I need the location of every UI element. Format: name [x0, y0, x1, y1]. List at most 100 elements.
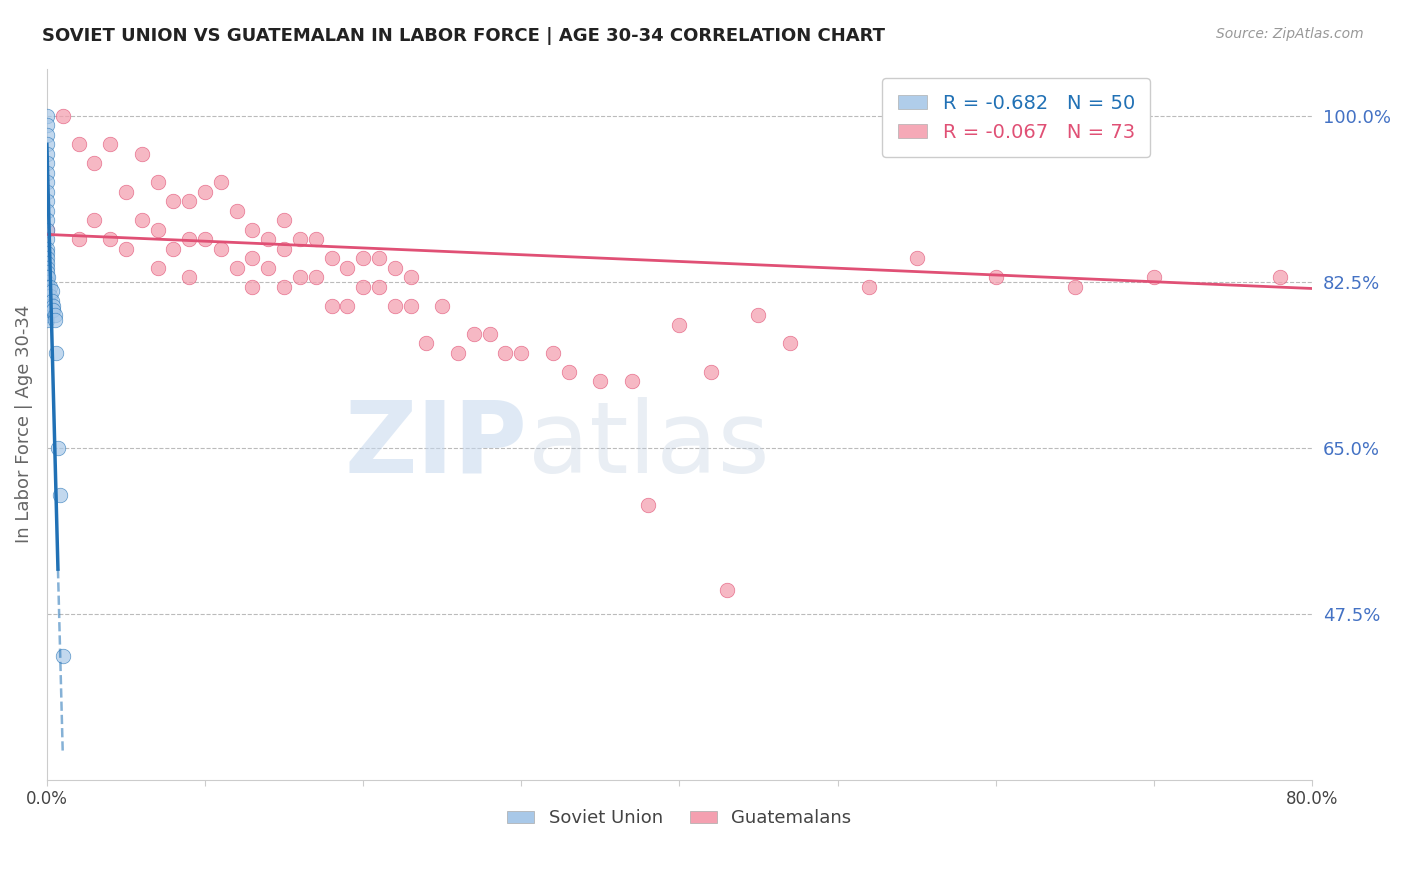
Point — [131, 213, 153, 227]
Point — [37, 299, 59, 313]
Point — [83, 156, 105, 170]
Point — [35, 251, 58, 265]
Text: ZIP: ZIP — [344, 397, 527, 494]
Point — [257, 232, 280, 246]
Point — [305, 270, 328, 285]
Point — [48, 488, 70, 502]
Point — [305, 232, 328, 246]
Point — [399, 299, 422, 313]
Point — [37, 285, 59, 299]
Point — [384, 260, 406, 275]
Point — [35, 175, 58, 189]
Point — [447, 346, 470, 360]
Point — [35, 203, 58, 218]
Point — [858, 279, 880, 293]
Point — [35, 246, 58, 260]
Point — [162, 194, 184, 209]
Legend: Soviet Union, Guatemalans: Soviet Union, Guatemalans — [501, 802, 859, 835]
Point — [35, 308, 58, 322]
Point — [35, 223, 58, 237]
Point — [288, 270, 311, 285]
Point — [52, 109, 75, 123]
Point — [35, 223, 58, 237]
Point — [273, 242, 295, 256]
Point — [52, 649, 75, 664]
Text: Source: ZipAtlas.com: Source: ZipAtlas.com — [1216, 27, 1364, 41]
Point — [162, 242, 184, 256]
Point — [557, 365, 579, 379]
Point — [179, 194, 201, 209]
Point — [35, 312, 58, 326]
Point — [242, 223, 264, 237]
Point — [39, 289, 62, 303]
Point — [494, 346, 516, 360]
Point — [179, 232, 201, 246]
Point — [35, 213, 58, 227]
Point — [747, 308, 769, 322]
Point — [42, 299, 65, 313]
Point — [35, 146, 58, 161]
Point — [98, 232, 121, 246]
Point — [510, 346, 533, 360]
Point — [35, 185, 58, 199]
Point — [115, 242, 138, 256]
Point — [35, 137, 58, 152]
Point — [45, 346, 67, 360]
Point — [67, 232, 90, 246]
Point — [37, 270, 59, 285]
Point — [131, 146, 153, 161]
Point — [39, 279, 62, 293]
Point — [35, 119, 58, 133]
Point — [620, 375, 643, 389]
Point — [35, 256, 58, 270]
Point — [463, 326, 485, 341]
Point — [37, 279, 59, 293]
Point — [368, 251, 391, 265]
Y-axis label: In Labor Force | Age 30-34: In Labor Force | Age 30-34 — [15, 305, 32, 543]
Point — [146, 260, 169, 275]
Point — [984, 270, 1007, 285]
Point — [35, 275, 58, 289]
Point — [384, 299, 406, 313]
Point — [336, 260, 359, 275]
Point — [399, 270, 422, 285]
Point — [37, 289, 59, 303]
Point — [288, 232, 311, 246]
Point — [336, 299, 359, 313]
Point — [257, 260, 280, 275]
Point — [209, 242, 232, 256]
Point — [700, 365, 723, 379]
Text: atlas: atlas — [527, 397, 769, 494]
Point — [35, 242, 58, 256]
Point — [779, 336, 801, 351]
Point — [432, 299, 454, 313]
Point — [179, 270, 201, 285]
Point — [273, 213, 295, 227]
Point — [352, 279, 374, 293]
Point — [35, 109, 58, 123]
Point — [67, 137, 90, 152]
Point — [35, 285, 58, 299]
Point — [415, 336, 437, 351]
Point — [35, 232, 58, 246]
Point — [35, 299, 58, 313]
Point — [716, 582, 738, 597]
Point — [41, 303, 63, 318]
Point — [41, 293, 63, 308]
Point — [39, 299, 62, 313]
Point — [478, 326, 501, 341]
Point — [35, 279, 58, 293]
Point — [35, 128, 58, 142]
Point — [242, 251, 264, 265]
Point — [242, 279, 264, 293]
Point — [225, 260, 247, 275]
Point — [35, 194, 58, 209]
Point — [42, 303, 65, 318]
Point — [352, 251, 374, 265]
Point — [41, 285, 63, 299]
Point — [1270, 270, 1292, 285]
Point — [1143, 270, 1166, 285]
Point — [668, 318, 690, 332]
Point — [83, 213, 105, 227]
Point — [541, 346, 564, 360]
